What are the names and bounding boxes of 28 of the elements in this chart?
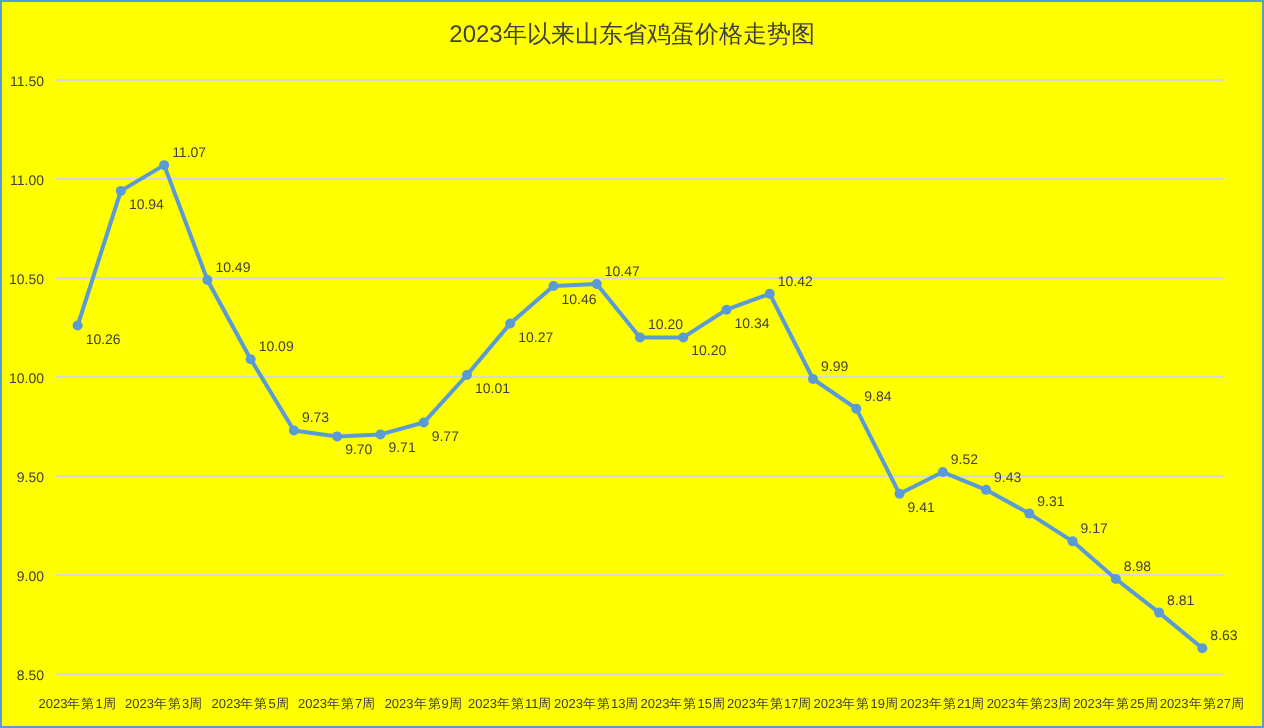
- chart-title: 2023年以来山东省鸡蛋价格走势图: [449, 20, 815, 48]
- point: [418, 417, 429, 428]
- point: [635, 332, 645, 343]
- point: [981, 484, 992, 495]
- point: [202, 274, 213, 285]
- point: [159, 160, 170, 171]
- point: [764, 288, 775, 299]
- point: [851, 403, 862, 414]
- point: [937, 467, 948, 478]
- point: [332, 431, 343, 442]
- point: [1110, 573, 1121, 584]
- point: [115, 185, 126, 196]
- point: [1197, 643, 1208, 654]
- point: [894, 488, 905, 499]
- point: [375, 429, 386, 440]
- point: [721, 304, 732, 315]
- point: [1024, 508, 1035, 519]
- point: [505, 318, 516, 329]
- point: [591, 278, 602, 289]
- point: [461, 370, 472, 381]
- point: [808, 373, 819, 384]
- point: [72, 320, 83, 331]
- point: [288, 425, 299, 436]
- point: [1067, 536, 1078, 547]
- point: [1154, 607, 1165, 618]
- point: [245, 354, 256, 365]
- point: [548, 280, 559, 291]
- point: [678, 332, 689, 343]
